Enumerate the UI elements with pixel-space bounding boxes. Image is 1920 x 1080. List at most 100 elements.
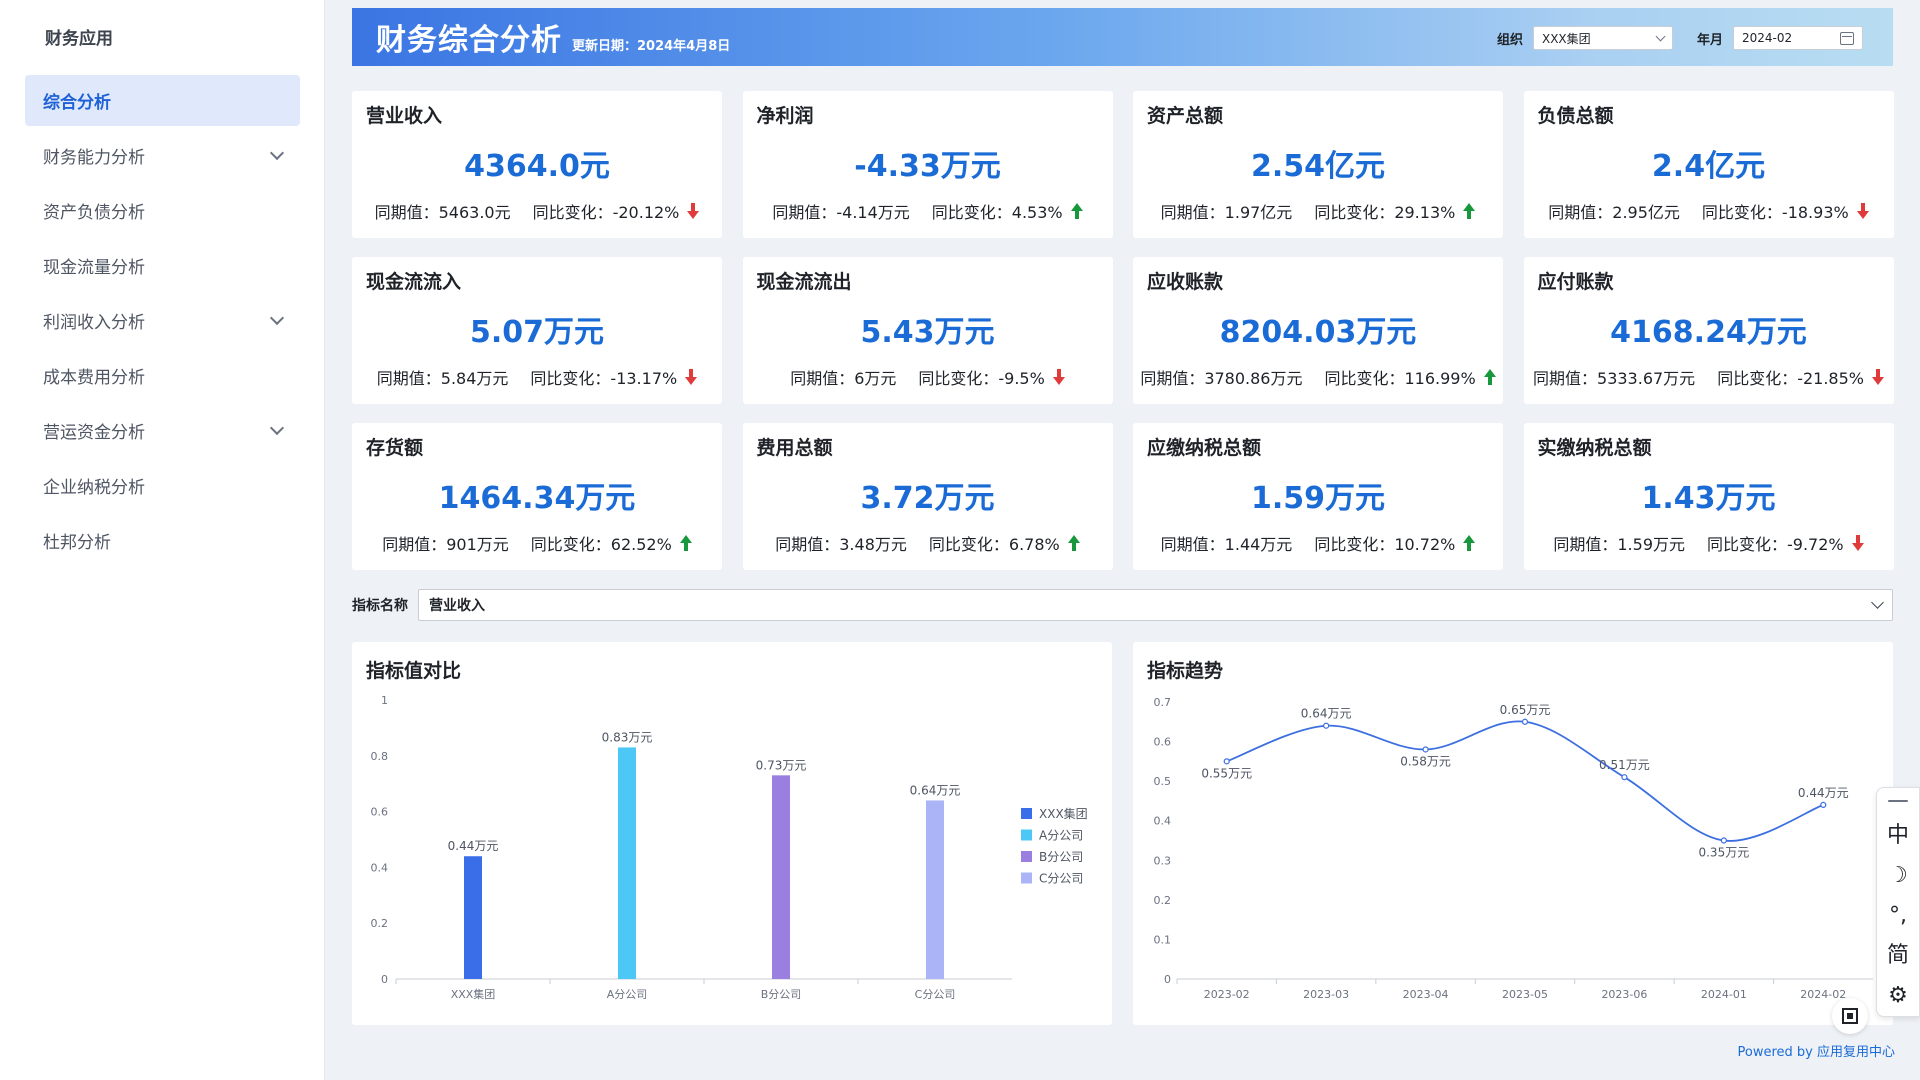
- kpi-yoy-change: 同比变化：-21.85%: [1717, 369, 1864, 388]
- chevron-down-icon: [1871, 596, 1884, 609]
- ime-item-2[interactable]: °,: [1889, 903, 1907, 928]
- kpi-value: -4.33万元: [854, 149, 1001, 184]
- arrow-up-icon: [1463, 203, 1476, 219]
- kpi-yoy-change: 同比变化：-20.12%: [532, 203, 680, 222]
- kpi-yoy-change: 同比变化：-18.93%: [1701, 203, 1849, 222]
- kpi-footer: 同期值：2.95亿元 同比变化：-18.93%: [1524, 199, 1894, 223]
- kpi-name: 应收账款: [1147, 271, 1224, 293]
- ime-item-0[interactable]: 中: [1886, 823, 1909, 848]
- bar-0: [464, 856, 482, 979]
- kpi-footer: 同期值：5333.67万元 同比变化：-21.85%: [1524, 365, 1894, 389]
- org-select-value: XXX集团: [1541, 31, 1591, 46]
- month-picker[interactable]: 2024-02: [1733, 26, 1863, 50]
- kpi-value: 1.59万元: [1250, 481, 1386, 516]
- kpi-prev-value: 同期值：901万元: [382, 535, 509, 554]
- legend-label: B分公司: [1039, 850, 1083, 864]
- y-tick-label: 0: [381, 973, 388, 986]
- x-tick-label: C分公司: [915, 988, 956, 1001]
- ime-item-4[interactable]: ⚙: [1888, 983, 1908, 1008]
- y-tick-label: 0.1: [1154, 933, 1172, 946]
- kpi-prev-value: 同期值：5333.67万元: [1533, 369, 1696, 388]
- kpi-card: 应收账款 8204.03万元 同期值：3780.86万元 同比变化：116.99%: [1133, 257, 1503, 404]
- legend-swatch: [1021, 851, 1032, 862]
- sidebar-item-0[interactable]: 综合分析: [25, 75, 300, 126]
- kpi-footer: 同期值：1.59万元 同比变化：-9.72%: [1524, 531, 1894, 555]
- kpi-prev-value: 同期值：6万元: [790, 369, 897, 388]
- point-data-label: 0.35万元: [1698, 846, 1749, 860]
- y-tick-label: 0.8: [371, 750, 389, 763]
- legend-swatch: [1021, 808, 1032, 819]
- sidebar-item-label: 利润收入分析: [43, 313, 145, 333]
- kpi-name: 费用总额: [756, 437, 833, 459]
- legend-swatch: [1021, 829, 1032, 841]
- arrow-down-icon: [1851, 535, 1864, 551]
- point-data-label: 0.55万元: [1201, 766, 1252, 780]
- y-tick-label: 0.2: [1154, 894, 1172, 907]
- kpi-value: 3.72万元: [860, 481, 995, 516]
- kpi-yoy-change: 同比变化：116.99%: [1324, 369, 1476, 388]
- x-tick-label: XXX集团: [451, 987, 496, 1001]
- point-data-label: 0.58万元: [1400, 754, 1451, 768]
- arrow-up-icon: [679, 535, 692, 551]
- kpi-yoy-change: 同比变化：62.52%: [530, 535, 672, 554]
- kpi-name: 现金流流入: [366, 271, 462, 293]
- sidebar-item-3[interactable]: 现金流量分析: [25, 240, 300, 291]
- sidebar-item-5[interactable]: 成本费用分析: [25, 350, 300, 401]
- sidebar-item-label: 现金流量分析: [43, 258, 145, 278]
- sidebar: 财务应用 综合分析财务能力分析资产负债分析现金流量分析 利润收入分析成本费用分析营…: [0, 0, 325, 1080]
- sidebar-item-8[interactable]: 杜邦分析: [25, 515, 300, 566]
- sidebar-item-1[interactable]: 财务能力分析: [25, 130, 300, 181]
- kpi-footer: 同期值：1.97亿元 同比变化：29.13%: [1133, 199, 1503, 223]
- kpi-yoy-change: 同比变化：-9.72%: [1707, 535, 1844, 554]
- kpi-footer: 同期值：5463.0元 同比变化：-20.12%: [352, 199, 722, 223]
- sidebar-item-6[interactable]: 营运资金分析: [25, 405, 300, 456]
- kpi-value: 1.43万元: [1641, 481, 1776, 516]
- sidebar-item-2[interactable]: 资产负债分析: [25, 185, 300, 236]
- line-chart: 0 0.1 0.2 0.3 0.4 0.5 0.6 0.7 0.55万元 2023-02 0.64万…: [1154, 696, 1873, 1001]
- sidebar-item-label: 财务能力分析: [43, 148, 145, 168]
- fullscreen-button[interactable]: [1832, 998, 1868, 1034]
- kpi-name: 资产总额: [1147, 105, 1224, 127]
- y-tick-label: 1: [381, 694, 388, 707]
- indicator-select[interactable]: 营业收入: [418, 589, 1893, 621]
- arrow-down-icon: [685, 369, 698, 385]
- org-select[interactable]: XXX集团: [1532, 26, 1673, 50]
- bar-data-label: 0.83万元: [602, 730, 653, 744]
- trend-line: [1226, 720, 1824, 842]
- kpi-footer: 同期值：6万元 同比变化：-9.5%: [743, 365, 1113, 389]
- legend-label: A分公司: [1039, 829, 1083, 843]
- kpi-card: 实缴纳税总额 1.43万元 同期值：1.59万元 同比变化：-9.72%: [1523, 423, 1894, 570]
- bar-chart-title: 指标值对比: [366, 660, 462, 682]
- kpi-card: 应缴纳税总额 1.59万元 同期值：1.44万元 同比变化：10.72%: [1133, 423, 1503, 570]
- kpi-card: 应付账款 4168.24万元 同期值：5333.67万元 同比变化：-21.85%: [1523, 257, 1894, 404]
- arrow-up-icon: [1067, 535, 1080, 551]
- y-tick-label: 0.2: [371, 917, 389, 930]
- sidebar-item-7[interactable]: 企业纳税分析: [25, 460, 300, 511]
- y-tick-label: 0.3: [1154, 854, 1172, 867]
- kpi-footer: 同期值：-4.14万元 同比变化：4.53%: [743, 199, 1113, 223]
- kpi-name: 现金流流出: [756, 271, 852, 293]
- x-tick-label: 2023-03: [1303, 988, 1349, 1001]
- y-tick-label: 0.6: [1154, 736, 1172, 749]
- line-chart-title: 指标趋势: [1147, 660, 1224, 682]
- app-title: 财务应用: [45, 29, 113, 49]
- arrow-down-icon: [1856, 203, 1869, 219]
- ime-item-1[interactable]: ☽: [1888, 863, 1908, 888]
- powered-by[interactable]: Powered by 应用复用中心: [1737, 1045, 1895, 1060]
- y-tick-label: 0.4: [371, 861, 389, 874]
- sidebar-item-4[interactable]: 利润收入分析: [25, 295, 300, 346]
- trend-point-1: [1323, 722, 1330, 729]
- ime-item-3[interactable]: 简: [1886, 943, 1909, 968]
- x-tick-label: 2024-02: [1800, 988, 1846, 1001]
- trend-point-2: [1422, 746, 1429, 753]
- minimize-icon[interactable]: [1888, 800, 1908, 802]
- sidebar-item-label: 企业纳税分析: [43, 478, 145, 498]
- y-tick-label: 0: [1164, 973, 1171, 986]
- kpi-card: 资产总额 2.54亿元 同期值：1.97亿元 同比变化：29.13%: [1133, 91, 1503, 238]
- kpi-name: 净利润: [756, 105, 814, 127]
- x-tick-label: 2024-01: [1701, 988, 1747, 1001]
- trend-point-6: [1820, 801, 1827, 808]
- bar-1: [618, 747, 636, 979]
- kpi-prev-value: 同期值：1.44万元: [1160, 535, 1293, 554]
- kpi-prev-value: 同期值：1.59万元: [1553, 535, 1686, 554]
